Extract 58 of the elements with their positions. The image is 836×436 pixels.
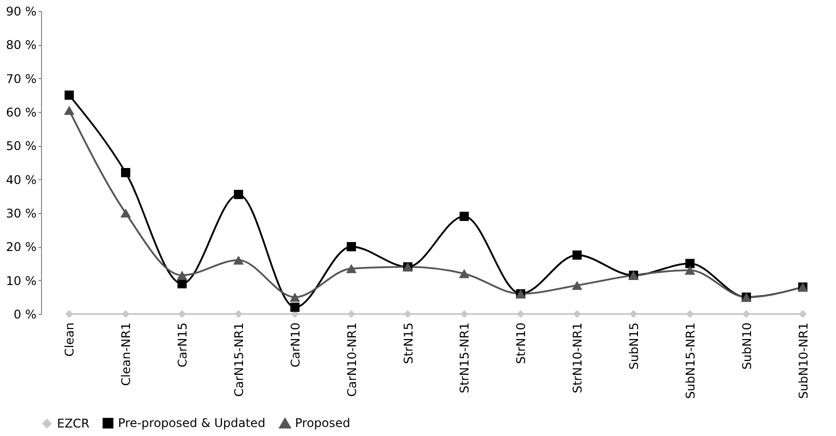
- point: [685, 258, 695, 268]
- x-tick-label: CarN15: [176, 322, 190, 368]
- point: [630, 310, 638, 318]
- x-tick-label: SubN15: [627, 322, 641, 370]
- x-tick-label: SubN15-NR1: [683, 322, 698, 399]
- x-tick-label: StrN10-NR1: [570, 322, 585, 394]
- y-tick-label: 70 %: [6, 72, 36, 86]
- x-tick-label: CarN10: [288, 322, 302, 368]
- x-tick-label: SubN10: [740, 322, 754, 370]
- point: [573, 310, 581, 318]
- point: [290, 302, 300, 312]
- point: [572, 280, 582, 290]
- x-tick-label: StrN15-NR1: [458, 322, 472, 394]
- point: [65, 310, 74, 318]
- x-tick-label: CarN10-NR1: [344, 322, 359, 397]
- point: [64, 106, 74, 115]
- point: [684, 266, 696, 275]
- x-tick-label: Clean-NR1: [119, 322, 134, 386]
- x-tick-label: CarN15-NR1: [232, 322, 246, 397]
- point: [177, 279, 187, 288]
- point: [404, 310, 412, 318]
- legend-label: Proposed: [295, 416, 350, 430]
- y-tick-label: 0 %: [14, 308, 36, 322]
- legend-label: Pre-proposed & Updated: [118, 416, 266, 430]
- y-tick-label: 40 %: [6, 172, 36, 187]
- point: [460, 212, 469, 221]
- y-tick-label: 80 %: [6, 38, 36, 52]
- y-tick-label: 20 %: [6, 240, 36, 254]
- x-tick-label: StrN15: [401, 322, 416, 364]
- point: [346, 242, 356, 252]
- point: [742, 310, 750, 318]
- point: [346, 264, 357, 274]
- point: [798, 310, 807, 318]
- point: [686, 310, 694, 318]
- y-tick-label: 30 %: [6, 206, 36, 220]
- point: [122, 310, 130, 318]
- y-tick-label: 90 %: [6, 4, 36, 18]
- point: [460, 310, 468, 318]
- x-tick-label: SubN10-NR1: [796, 322, 810, 399]
- point: [572, 250, 582, 260]
- point: [64, 90, 74, 100]
- point: [458, 269, 470, 278]
- x-tick-label: Clean: [62, 322, 77, 357]
- point: [121, 168, 130, 178]
- y-tick-label: 10 %: [6, 274, 36, 288]
- legend-label: EZCR: [57, 416, 90, 431]
- y-tick-label: 60 %: [6, 106, 36, 120]
- x-tick-label: StrN10: [514, 322, 528, 364]
- point: [234, 310, 242, 318]
- point: [120, 208, 131, 218]
- point: [290, 292, 300, 302]
- point: [347, 310, 356, 318]
- point: [516, 310, 525, 318]
- point: [178, 310, 186, 318]
- y-tick-label: 50 %: [6, 139, 36, 154]
- point: [234, 190, 244, 200]
- point: [233, 256, 244, 265]
- point: [176, 270, 188, 280]
